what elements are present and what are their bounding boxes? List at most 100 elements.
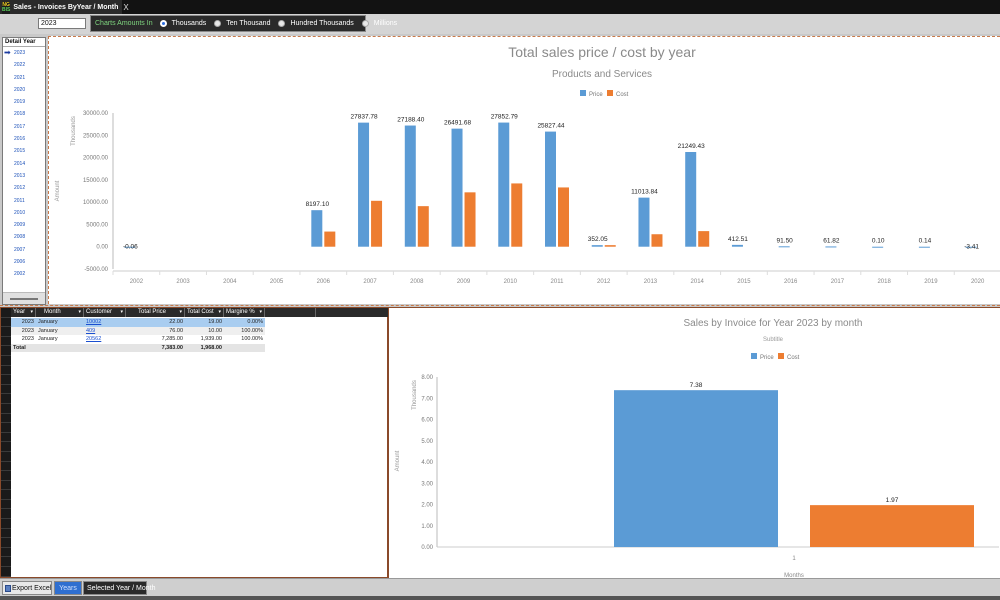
row-header-cell[interactable] xyxy=(1,356,11,366)
year-list-item[interactable]: 2010 xyxy=(3,207,45,219)
year-list-item[interactable]: 2008 xyxy=(3,231,45,243)
dropdown-arrow-icon[interactable]: ▾ xyxy=(30,309,33,315)
row-header-cell[interactable] xyxy=(1,557,11,568)
export-excel-button[interactable]: Export Excel xyxy=(2,581,52,595)
legend-cost-label: Cost xyxy=(787,355,800,361)
row-header-cell[interactable] xyxy=(1,366,11,376)
status-strip xyxy=(0,596,1000,600)
x-tick-label: 2012 xyxy=(597,279,611,285)
panel-divider[interactable] xyxy=(0,305,1000,307)
radio-thousands[interactable]: Thousands xyxy=(159,20,207,27)
tab-years[interactable]: Years xyxy=(54,581,82,595)
row-header-cell[interactable] xyxy=(1,509,11,520)
row-header-cell[interactable] xyxy=(1,442,11,452)
cell-customer-link[interactable]: 10002 xyxy=(86,319,102,325)
row-header-cell[interactable] xyxy=(1,567,11,577)
year-list-item[interactable]: 2007 xyxy=(3,244,45,256)
dropdown-arrow-icon[interactable]: ▾ xyxy=(179,309,182,315)
row-header-cell[interactable] xyxy=(1,404,11,414)
legend-price-label: Price xyxy=(760,355,774,361)
col-header-total-cost[interactable]: Total Cost ▾ xyxy=(185,308,224,317)
col-header-year[interactable]: Year ▾ xyxy=(11,308,36,317)
chart-title: Total sales price / cost by year xyxy=(508,44,696,60)
close-icon[interactable]: X xyxy=(123,2,129,12)
row-header-cell[interactable] xyxy=(1,394,11,404)
year-list-item[interactable]: 2012 xyxy=(3,182,45,194)
table-total-row[interactable]: Total 7,383.00 1,968.00 xyxy=(11,343,265,352)
row-header-cell[interactable] xyxy=(1,337,11,347)
year-list-item[interactable]: 2022 xyxy=(3,59,45,71)
col-header-month[interactable]: Month ▾ xyxy=(36,308,84,317)
year-list-item[interactable]: 2002 xyxy=(3,268,45,280)
year-list-scrollbar[interactable] xyxy=(3,292,45,304)
year-list-item[interactable]: 2014 xyxy=(3,158,45,170)
year-list-item[interactable]: 2019 xyxy=(3,96,45,108)
row-header-cell[interactable] xyxy=(1,519,11,529)
year-list-item[interactable]: 2011 xyxy=(3,195,45,207)
row-header-cell[interactable] xyxy=(1,423,11,433)
col-header-customer[interactable]: Customer ▾ xyxy=(84,308,126,317)
bar-price xyxy=(638,197,650,247)
year-list-item[interactable]: 2018 xyxy=(3,108,45,120)
row-header-cell[interactable] xyxy=(1,471,11,481)
dropdown-arrow-icon[interactable]: ▾ xyxy=(120,309,123,315)
logo-line-2: BIS xyxy=(2,6,11,13)
table-row[interactable]: 2023 January 20562 7,285.00 1,939.00 100.00% xyxy=(11,335,265,344)
tab-sales-invoices[interactable]: NG BIS Sales - Invoices ByYear / Month X xyxy=(0,0,129,14)
x-tick-label: 2010 xyxy=(504,279,518,285)
tab-selected-year-month[interactable]: Selected Year / Month xyxy=(83,581,156,595)
chart-subtitle: Products and Services xyxy=(552,69,652,80)
radio-label: Thousands xyxy=(171,20,207,27)
row-header-cell[interactable] xyxy=(1,327,11,337)
dropdown-arrow-icon[interactable]: ▾ xyxy=(259,309,262,315)
cell-customer-link[interactable]: 20562 xyxy=(86,336,102,342)
row-header-cell[interactable] xyxy=(1,462,11,472)
row-header-cell[interactable] xyxy=(1,452,11,462)
year-list-item[interactable]: 2020 xyxy=(3,84,45,96)
row-header-cell[interactable] xyxy=(1,346,11,356)
dropdown-arrow-icon[interactable]: ▾ xyxy=(78,309,81,315)
grid-header: Year ▾ Month ▾ Customer ▾ Total Price ▾ Tota… xyxy=(11,308,388,317)
row-header-cell[interactable] xyxy=(1,318,11,328)
radio-label: Millions xyxy=(373,20,398,27)
year-list-item[interactable]: 2009 xyxy=(3,219,45,231)
row-header-cell[interactable] xyxy=(1,308,11,318)
row-header-cell[interactable] xyxy=(1,481,11,491)
row-header-cell[interactable] xyxy=(1,414,11,424)
radio-ten-thousand[interactable]: Ten Thousand xyxy=(214,20,270,27)
year-list-item[interactable]: 2017 xyxy=(3,121,45,133)
col-header-total-price[interactable]: Total Price ▾ xyxy=(126,308,185,317)
radio-hundred-thousands[interactable]: Hundred Thousands xyxy=(278,20,354,27)
row-header-cell[interactable] xyxy=(1,500,11,510)
row-header-cell[interactable] xyxy=(1,490,11,500)
tab-title: Sales - Invoices ByYear / Month xyxy=(13,3,119,11)
table-row[interactable]: 2023 January 10002 22.00 19.00 0.00% xyxy=(11,318,265,327)
year-list-item[interactable]: ➡ 2023 xyxy=(3,47,45,59)
bar-data-label: 27188.40 xyxy=(397,117,424,124)
year-list-item[interactable]: 2016 xyxy=(3,133,45,145)
scrollbar-thumb[interactable] xyxy=(10,298,38,300)
y-tick-label: 6.00 xyxy=(421,418,433,424)
col-header-margin[interactable]: Margine % ▾ xyxy=(224,308,265,317)
row-header-cell[interactable] xyxy=(1,548,11,558)
dropdown-arrow-icon[interactable]: ▾ xyxy=(218,309,221,315)
cell-total-cost: 10.00 xyxy=(208,327,222,334)
y-axis-label: Amount xyxy=(395,450,401,471)
year-list-item[interactable]: 2015 xyxy=(3,145,45,157)
row-header-cell[interactable] xyxy=(1,538,11,548)
year-list-item[interactable]: 2006 xyxy=(3,256,45,268)
row-header-cell[interactable] xyxy=(1,529,11,539)
row-header-cell[interactable] xyxy=(1,433,11,443)
col-header-empty xyxy=(316,308,388,317)
row-header-cell[interactable] xyxy=(1,385,11,395)
radio-millions[interactable]: Millions xyxy=(361,20,398,27)
cell-customer-link[interactable]: 409 xyxy=(86,327,96,334)
year-input[interactable] xyxy=(38,18,86,29)
table-row[interactable]: 2023 January 409 76.00 10.00 100.00% xyxy=(11,326,265,335)
cell-margin: 100.00% xyxy=(241,327,263,334)
row-header-cell[interactable] xyxy=(1,375,11,385)
year-list-item[interactable]: 2021 xyxy=(3,72,45,84)
x-tick-label: 2017 xyxy=(831,279,845,285)
year-list-item[interactable]: 2013 xyxy=(3,170,45,182)
